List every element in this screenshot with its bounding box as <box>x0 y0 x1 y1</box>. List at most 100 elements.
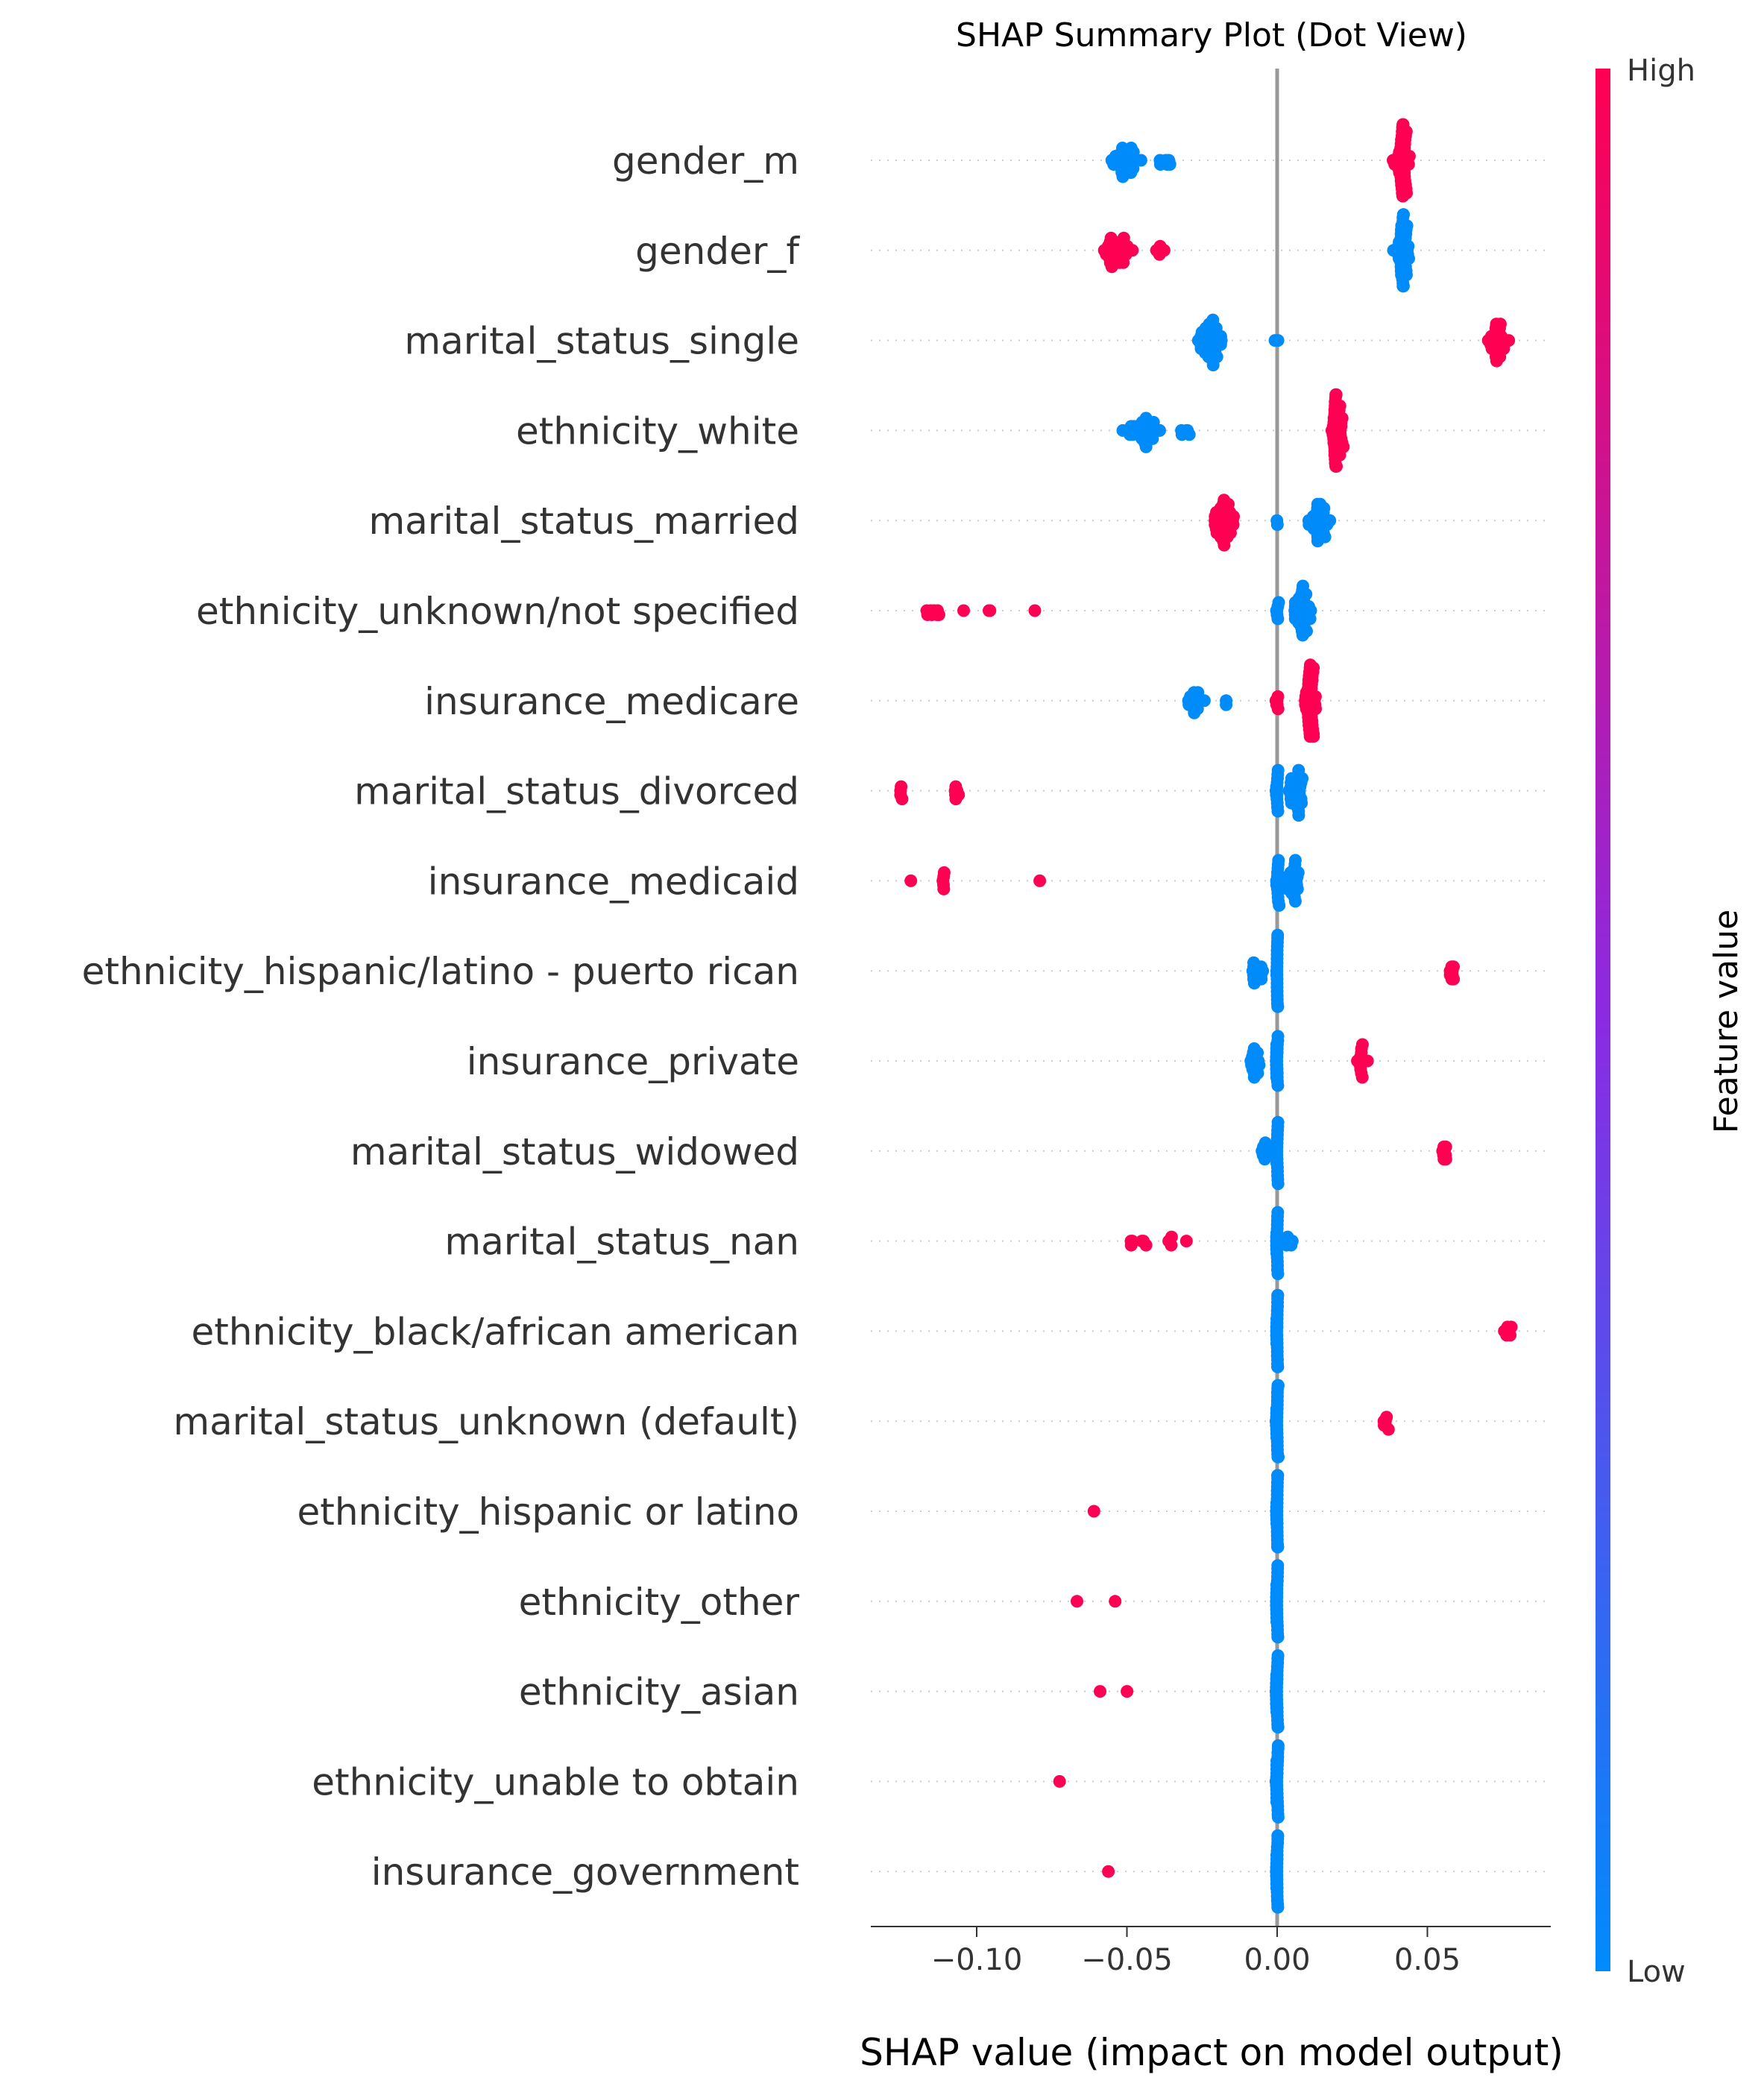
shap-dot <box>1271 1829 1285 1842</box>
shap-dot <box>1271 1030 1285 1043</box>
shap-dot <box>1210 350 1223 364</box>
shap-dot <box>1330 459 1343 473</box>
shap-dot <box>1127 162 1140 175</box>
shap-dot <box>1094 1685 1106 1698</box>
shap-dot <box>1134 154 1147 167</box>
shap-dot <box>1179 1235 1193 1248</box>
shap-dot <box>1397 208 1410 221</box>
shap-dot <box>1318 530 1332 544</box>
shap-dot <box>1291 866 1305 879</box>
shap-dot <box>1028 604 1042 617</box>
shap-dot <box>1271 702 1285 716</box>
shap-dot <box>1220 698 1233 711</box>
shap-dot <box>1271 1540 1285 1554</box>
shap-dot <box>1505 1320 1518 1334</box>
shap-dot <box>1157 244 1171 257</box>
feature-label: marital_status_nan <box>444 1220 799 1264</box>
shap-dot <box>1271 1810 1285 1824</box>
shap-dot <box>895 793 909 806</box>
shap-dot <box>1109 1595 1122 1608</box>
shap-dot <box>1121 1685 1134 1698</box>
shap-dot <box>1337 440 1350 453</box>
shap-dot <box>1271 1900 1285 1914</box>
x-axis-title: SHAP value (impact on model output) <box>860 2031 1563 2074</box>
feature-label: ethnicity_asian <box>519 1671 799 1714</box>
shap-dot <box>1071 1595 1083 1608</box>
x-tick-label: −0.10 <box>931 1943 1023 1977</box>
feature-labels: gender_m gender_f marital_status_singleeth… <box>82 139 801 1894</box>
colorbar <box>1596 69 1610 1971</box>
shap-dot <box>1439 1140 1452 1153</box>
shap-dot <box>1400 219 1414 233</box>
shap-dot <box>1271 763 1285 777</box>
shap-dot <box>1271 1288 1285 1302</box>
shap-dot <box>1273 898 1286 912</box>
shap-dot <box>952 788 966 801</box>
shap-dot <box>1271 1267 1285 1281</box>
shap-dot <box>957 604 970 617</box>
shap-dot <box>904 874 918 887</box>
shap-dot <box>1271 1649 1285 1663</box>
shap-dot <box>1439 1153 1452 1166</box>
shap-dot <box>1271 334 1285 347</box>
shap-dot <box>1300 625 1313 637</box>
shap-dot <box>1163 158 1176 171</box>
colorbar-title: Feature value <box>1707 910 1745 1133</box>
shap-dot <box>932 608 945 621</box>
shap-dot <box>1272 596 1285 609</box>
feature-label: gender_f <box>635 230 800 273</box>
shap-dot <box>1317 502 1331 515</box>
shap-dot <box>1402 150 1416 163</box>
shap-dot <box>1256 964 1270 977</box>
shap-dot <box>1182 428 1196 441</box>
shap-dot <box>1270 518 1284 532</box>
feature-label: ethnicity_unknown/not specified <box>196 590 799 633</box>
shap-dot <box>1447 972 1461 986</box>
shap-dot <box>983 604 997 617</box>
feature-label: ethnicity_white <box>516 409 799 453</box>
shap-dot <box>1361 1054 1374 1068</box>
colorbar-high-label: High <box>1627 54 1695 88</box>
shap-dot <box>1271 1469 1285 1482</box>
shap-dot <box>1335 412 1349 425</box>
feature-label: ethnicity_black/african american <box>191 1310 799 1353</box>
shap-dots <box>894 118 1518 1914</box>
shap-dot <box>1271 928 1285 942</box>
shap-dot <box>1399 268 1413 282</box>
feature-label: insurance_medicaid <box>428 860 799 903</box>
shap-dot <box>1271 1177 1285 1191</box>
shap-dot <box>1165 1230 1178 1244</box>
x-axis-ticks: −0.10 −0.05 0.00 0.05 <box>931 1927 1461 1977</box>
shap-dot <box>1271 612 1285 626</box>
feature-label: insurance_government <box>371 1850 799 1894</box>
shap-dot <box>937 882 951 895</box>
shap-dot <box>1402 239 1415 253</box>
shap-dot <box>1382 1423 1395 1436</box>
feature-label: ethnicity_hispanic or latino <box>297 1490 799 1534</box>
x-tick-label: −0.05 <box>1081 1943 1173 1977</box>
shap-dot <box>1288 895 1302 908</box>
shap-dot <box>1272 854 1285 867</box>
shap-dot <box>1271 690 1285 703</box>
shap-dot <box>1308 690 1322 703</box>
shap-dot <box>937 866 951 879</box>
feature-label: insurance_private <box>467 1040 799 1083</box>
shap-dot <box>1271 1000 1285 1013</box>
shap-dot <box>1295 796 1308 810</box>
feature-label: ethnicity_unable to obtain <box>312 1760 799 1804</box>
shap-dot <box>1291 882 1304 895</box>
shap-dot <box>1271 1379 1285 1392</box>
feature-label: gender_m <box>612 139 799 183</box>
shap-dot <box>1396 280 1410 293</box>
shap-dot <box>1271 1631 1285 1644</box>
shap-dot <box>1307 661 1320 675</box>
shap-dot <box>1087 1505 1100 1518</box>
colorbar-low-label: Low <box>1627 1955 1686 1989</box>
shap-dot <box>1288 854 1302 867</box>
shap-dot <box>1153 423 1166 437</box>
shap-dot <box>1271 1115 1285 1129</box>
shap-dot <box>1271 1079 1285 1092</box>
shap-dot <box>1139 1238 1153 1252</box>
shap-dot <box>1380 1411 1393 1424</box>
shap-dot <box>1402 252 1415 265</box>
